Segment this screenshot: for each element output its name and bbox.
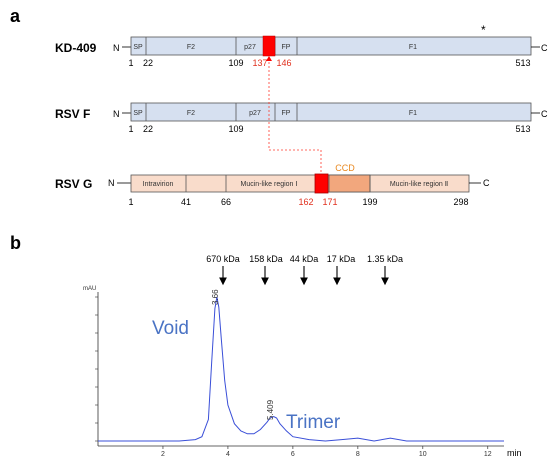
domain-fp: FP <box>282 44 291 51</box>
ccd-red-box <box>314 173 329 194</box>
peak2-value: 5.409 <box>266 399 275 420</box>
c-terminus: C <box>541 43 548 53</box>
domain-sp: SP <box>133 44 143 51</box>
marker-135: 1.35 kDa <box>367 254 403 264</box>
domain-mucin-1: Mucin-like region Ⅰ <box>241 181 298 188</box>
rsvf-bar <box>130 102 532 122</box>
marker-arrowhead <box>219 277 227 286</box>
x-tick-label: 6 <box>291 451 295 458</box>
marker-44: 44 kDa <box>290 254 319 264</box>
asterisk: * <box>481 23 486 37</box>
pos-label: 513 <box>515 124 530 134</box>
domain-intravirion: Intravirion <box>143 181 174 188</box>
marker-arrowhead <box>261 277 269 286</box>
trimer-label: Trimer <box>286 412 341 433</box>
rsvg-row: RSV G N Intravirion Mucin-like region Ⅰ … <box>55 163 490 207</box>
x-ticks: 2 4 6 8 10 12 <box>161 446 492 458</box>
pos-label-red: 162 <box>298 197 313 207</box>
n-terminus: N <box>113 43 120 53</box>
pos-label: 109 <box>228 58 243 68</box>
domain-p27: p27 <box>244 44 256 51</box>
panel-b-letter: b <box>10 233 21 253</box>
pos-label: 22 <box>143 124 153 134</box>
x-tick-label: 12 <box>484 451 492 458</box>
size-markers: 670 kDa 158 kDa 44 kDa 17 kDa 1.35 kDa <box>206 254 403 286</box>
pos-label: 1 <box>128 58 133 68</box>
marker-158: 158 kDa <box>249 254 283 264</box>
pos-label: 22 <box>143 58 153 68</box>
x-tick-label: 10 <box>419 451 427 458</box>
void-label: Void <box>152 318 189 339</box>
chromatogram: mAU 2 4 6 8 10 12 min 3.66 5.409 Void Trimer <box>83 286 522 458</box>
domain-f2: F2 <box>187 44 195 51</box>
n-terminus: N <box>113 109 120 119</box>
marker-arrowhead <box>333 277 341 286</box>
n-terminus: N <box>108 178 115 188</box>
rsvf-label: RSV F <box>55 107 90 121</box>
pos-label: 298 <box>453 197 468 207</box>
domain-sp: SP <box>133 110 143 117</box>
pos-label-red: 137 <box>252 58 267 68</box>
pos-label: 199 <box>362 197 377 207</box>
marker-670: 670 kDa <box>206 254 240 264</box>
ccd-label: CCD <box>335 163 355 173</box>
pos-label: 1 <box>128 197 133 207</box>
pos-label-red: 146 <box>276 58 291 68</box>
x-tick-label: 4 <box>226 451 230 458</box>
peak1-value: 3.66 <box>211 289 220 305</box>
domain-mucin-2: Mucin-like region Ⅱ <box>390 181 448 188</box>
x-tick-label: 2 <box>161 451 165 458</box>
red-insert <box>262 35 276 57</box>
rsvf-row: RSV F N SP F2 p27 FP F1 C 1 22 109 513 <box>55 102 548 134</box>
c-terminus: C <box>541 109 548 119</box>
kd409-label: KD-409 <box>55 41 97 55</box>
marker-arrowhead <box>381 277 389 286</box>
domain-p27: p27 <box>249 110 261 117</box>
pos-label-red: 171 <box>322 197 337 207</box>
pos-label: 41 <box>181 197 191 207</box>
ccd-connector <box>268 62 322 174</box>
domain-f1: F1 <box>409 110 417 117</box>
ccd-region <box>328 174 371 193</box>
x-tick-label: 8 <box>356 451 360 458</box>
marker-17: 17 kDa <box>327 254 356 264</box>
rsvg-label: RSV G <box>55 177 92 191</box>
pos-label: 513 <box>515 58 530 68</box>
marker-arrowhead <box>300 277 308 286</box>
insert-arrowhead <box>266 56 272 61</box>
domain-f2: F2 <box>187 110 195 117</box>
c-terminus: C <box>483 178 490 188</box>
kd409-row: KD-409 N SP F2 p27 FP F1 C * 1 22 109 13… <box>55 23 548 68</box>
pos-label: 1 <box>128 124 133 134</box>
domain-f1: F1 <box>409 44 417 51</box>
chromatogram-trace <box>98 296 504 442</box>
rsvg-bar <box>130 174 470 193</box>
domain-fp: FP <box>282 110 291 117</box>
pos-label: 66 <box>221 197 231 207</box>
x-unit-label: min <box>507 448 522 458</box>
y-unit-label: mAU <box>83 286 96 292</box>
kd409-bar <box>130 36 532 56</box>
panel-a-letter: a <box>10 6 21 26</box>
y-ticks <box>95 296 98 442</box>
pos-label: 109 <box>228 124 243 134</box>
